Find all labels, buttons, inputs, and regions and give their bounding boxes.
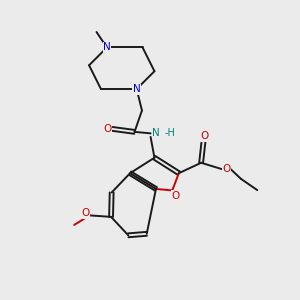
Text: N: N [152, 128, 160, 138]
Text: O: O [81, 208, 89, 218]
Text: -H: -H [165, 128, 176, 138]
Text: O: O [104, 124, 112, 134]
Text: N: N [103, 43, 111, 52]
Text: N: N [133, 84, 140, 94]
Text: O: O [200, 131, 208, 141]
Text: O: O [223, 164, 231, 174]
Text: O: O [172, 191, 180, 201]
